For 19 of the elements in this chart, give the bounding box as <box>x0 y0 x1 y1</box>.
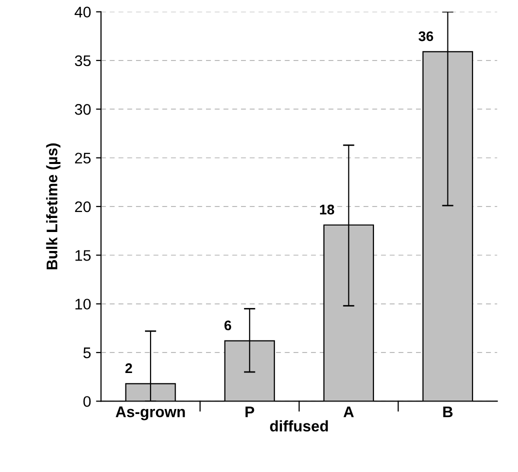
y-tick-label: 30 <box>74 104 91 115</box>
y-tick-label: 0 <box>83 396 91 407</box>
x-tick-label: B <box>443 406 453 418</box>
data-label: 36 <box>418 31 434 42</box>
data-label: 2 <box>125 363 132 374</box>
y-tick-label: 20 <box>75 201 91 212</box>
data-label: 6 <box>224 320 232 330</box>
x-axis-title: diffused <box>270 420 328 432</box>
x-tick-label: P <box>246 406 254 418</box>
y-tick-label: 25 <box>75 152 91 164</box>
y-tick-label: 15 <box>75 250 91 261</box>
y-tick-label: 40 <box>74 6 91 18</box>
data-label: 18 <box>320 204 334 214</box>
y-tick-label: 5 <box>83 348 91 358</box>
x-tick-label: A <box>344 406 354 418</box>
y-axis-title: Bulk Lifetime (µs) <box>46 143 60 270</box>
x-tick-label: As-grown <box>116 406 185 420</box>
y-tick-label: 35 <box>74 55 91 66</box>
y-tick-label: 10 <box>75 298 91 310</box>
